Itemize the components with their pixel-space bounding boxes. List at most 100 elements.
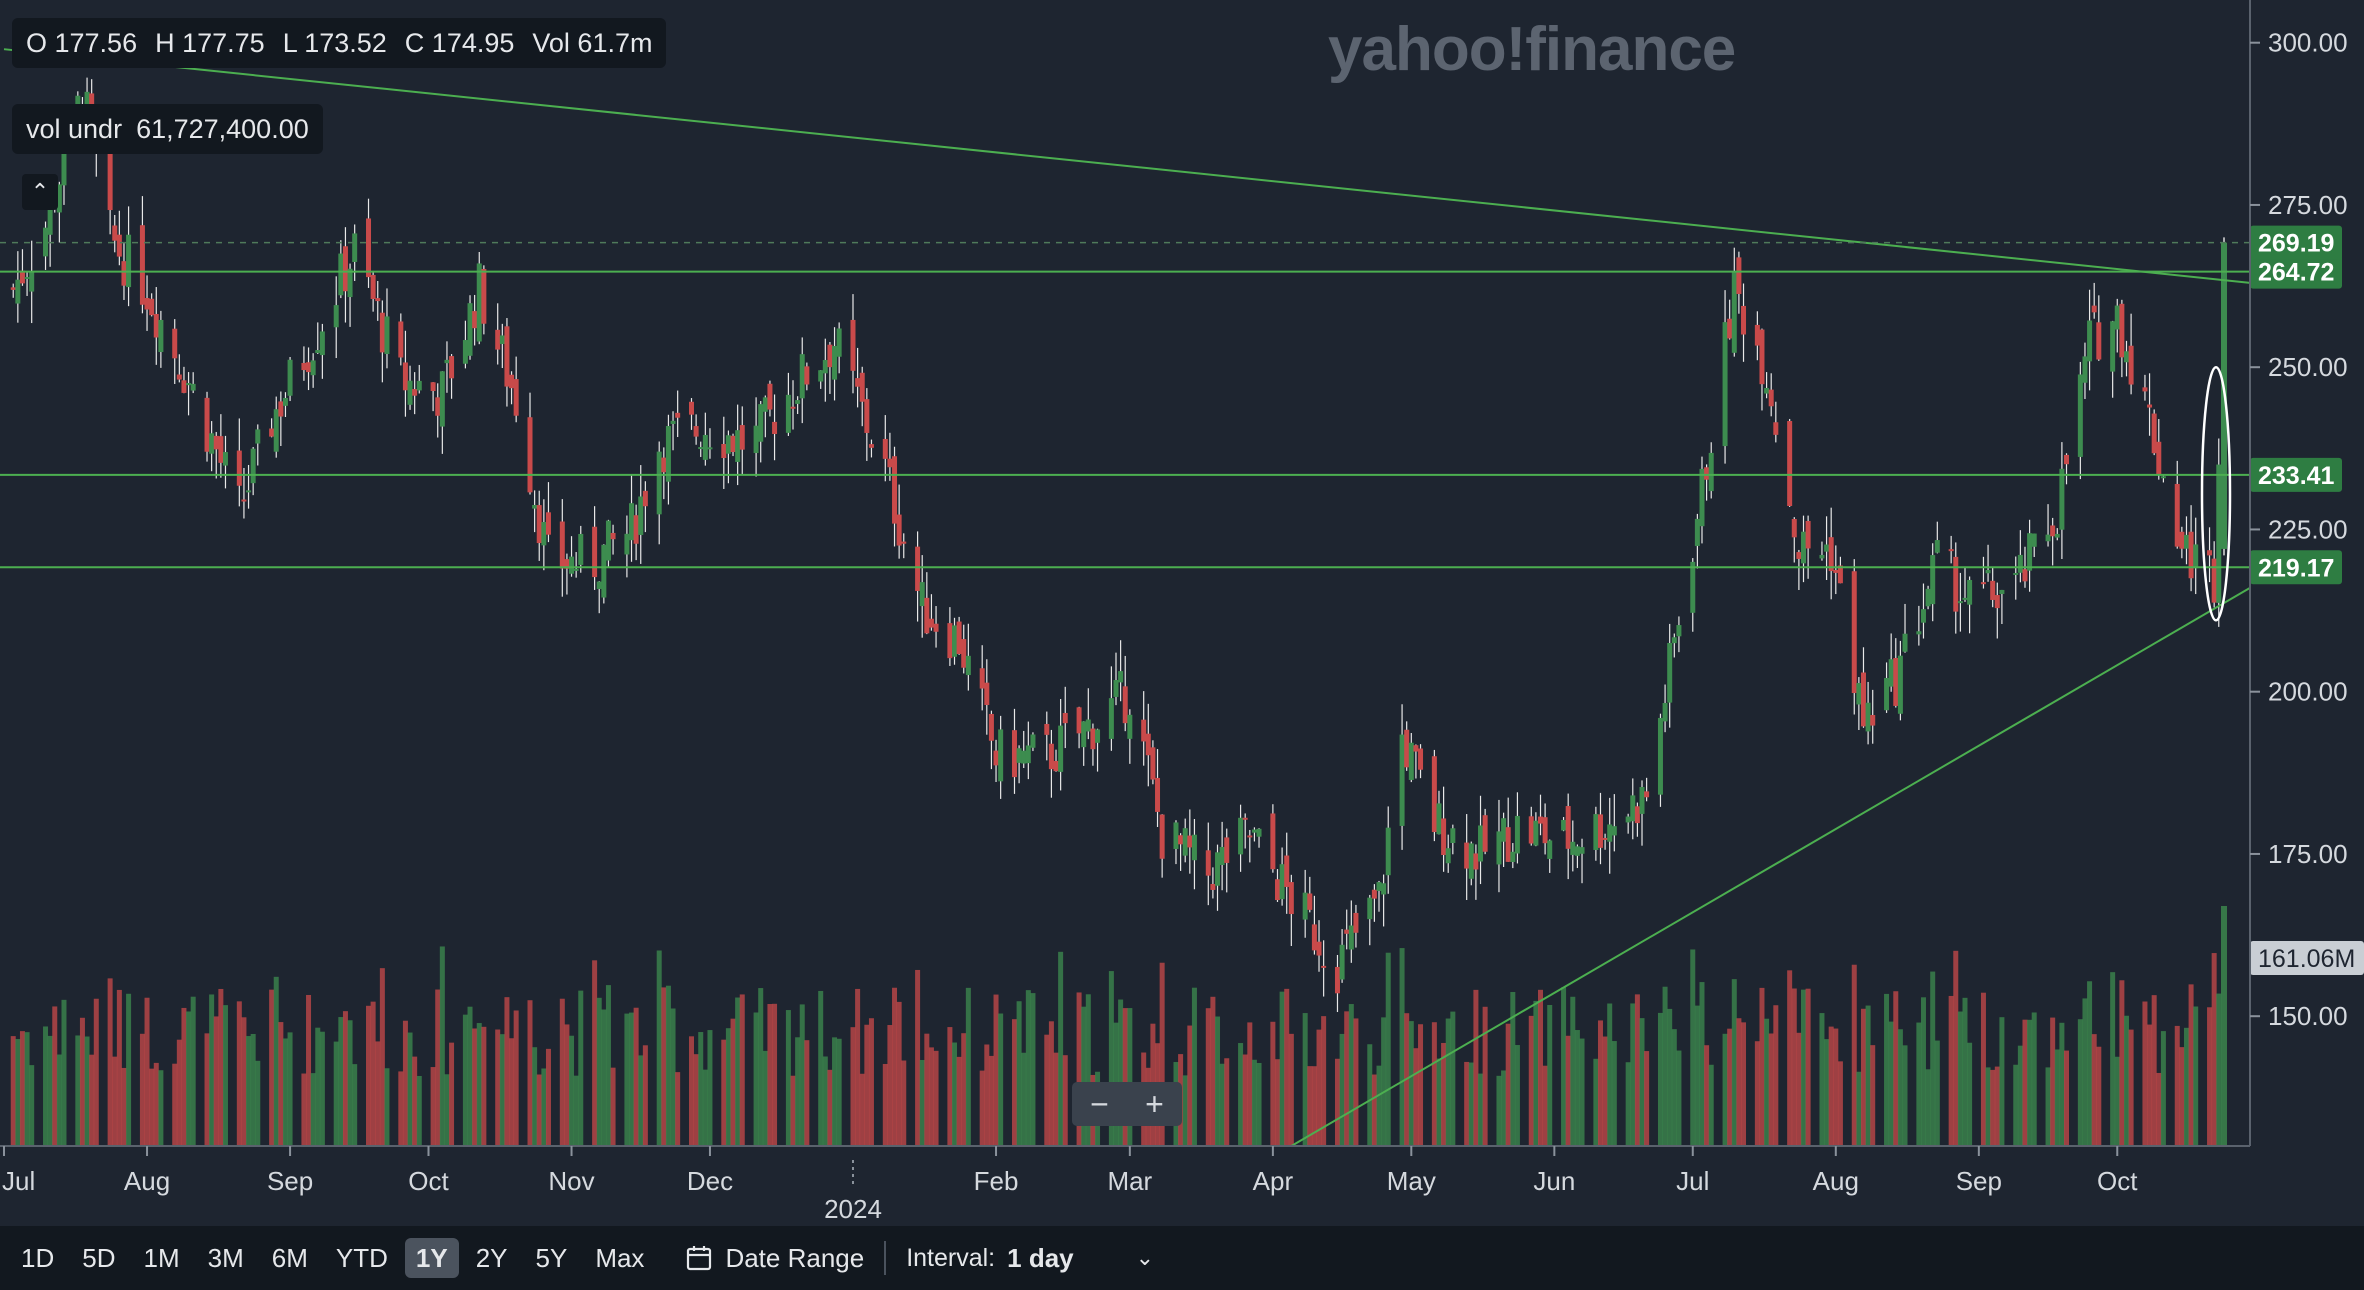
candle-body	[592, 526, 598, 578]
candle	[186, 372, 192, 416]
volume-bar	[1288, 1033, 1294, 1146]
candle	[1505, 797, 1511, 862]
candle	[1251, 827, 1257, 842]
range-button-6m[interactable]: 6M	[271, 1242, 308, 1273]
candle-body	[1145, 733, 1151, 756]
candle	[273, 396, 279, 458]
price-chart[interactable]: 264.72 233.41 219.17 269.19 161.06M 150.00 17…	[0, 0, 2364, 1226]
candle-body	[2193, 544, 2199, 569]
candle-body	[218, 436, 224, 463]
volume-bar	[2160, 1031, 2166, 1146]
candle-body	[149, 298, 155, 316]
volume-bar	[1597, 1020, 1603, 1146]
candle	[2147, 373, 2153, 436]
range-button-max[interactable]: Max	[595, 1242, 645, 1273]
volume-bar	[144, 997, 150, 1146]
candle-body	[762, 397, 768, 412]
volume-bar	[1994, 1066, 2000, 1146]
volume-bar	[633, 1007, 639, 1146]
volume-bar	[1062, 1055, 1068, 1146]
volume-bar	[979, 1070, 985, 1146]
candle-body	[665, 425, 671, 482]
candle	[1058, 698, 1064, 791]
range-button-2y[interactable]: 2Y	[475, 1242, 508, 1273]
candle	[1727, 299, 1733, 340]
volume-bar	[1754, 1041, 1760, 1146]
candle	[1371, 884, 1377, 922]
volume-bar	[1699, 982, 1705, 1146]
volume-bar	[384, 1068, 390, 1146]
volume-bar	[2179, 1047, 2185, 1146]
candle	[1953, 542, 1959, 634]
candle	[444, 341, 450, 393]
volume-bar	[1902, 1045, 1908, 1146]
candle-body	[532, 504, 538, 509]
candle	[1796, 549, 1802, 591]
candle-body	[2059, 468, 2065, 530]
x-tick-label: Jul	[2, 1166, 35, 1196]
volume-bar	[1247, 1022, 1253, 1146]
candle-body	[979, 668, 985, 689]
candle	[319, 323, 325, 379]
candle	[818, 370, 824, 389]
candle-body	[1321, 965, 1327, 968]
candle-body	[855, 378, 861, 387]
volume-indicator-readout[interactable]: vol undr 61,727,400.00	[12, 104, 323, 154]
volume-bar	[1980, 992, 1986, 1146]
candle-body	[527, 417, 533, 493]
volume-bar	[596, 997, 602, 1146]
candle	[559, 499, 565, 597]
range-button-5d[interactable]: 5D	[82, 1242, 116, 1273]
candle-body	[1671, 637, 1677, 644]
volume-bar	[1076, 992, 1082, 1146]
candle	[1173, 820, 1179, 865]
candle	[1741, 283, 1747, 362]
candle-body	[832, 345, 838, 380]
range-button-1y[interactable]: 1Y	[404, 1238, 459, 1278]
candle-body	[1657, 717, 1663, 795]
volume-bar	[670, 1008, 676, 1146]
candle	[785, 372, 791, 436]
collapse-chevron-icon[interactable]: ⌃	[22, 174, 58, 210]
volume-bar	[2151, 995, 2157, 1146]
volume-bar	[1801, 989, 1807, 1146]
candle-body	[1081, 721, 1087, 748]
candle-body	[499, 335, 505, 345]
volume-bars	[10, 906, 2227, 1146]
candle	[882, 415, 888, 482]
candle-body	[1247, 835, 1253, 838]
candle	[1468, 841, 1474, 886]
candle	[1920, 583, 1926, 639]
volume-bar	[1118, 999, 1124, 1146]
interval-dropdown[interactable]: Interval: 1 day ⌄	[906, 1243, 1154, 1274]
range-button-1m[interactable]: 1M	[143, 1242, 180, 1273]
candle	[2031, 533, 2037, 557]
volume-bar	[1634, 994, 1640, 1146]
volume-bar	[444, 1074, 450, 1146]
date-range-button[interactable]: Date Range	[685, 1238, 864, 1278]
candle	[527, 392, 533, 495]
candle	[1399, 704, 1405, 850]
candle	[1441, 786, 1447, 872]
candle	[1994, 582, 2000, 639]
candle-body	[2183, 534, 2189, 549]
candle	[315, 322, 321, 354]
candle	[1542, 803, 1548, 855]
range-button-1d[interactable]: 1D	[21, 1242, 55, 1273]
candle	[301, 346, 307, 381]
candle-body	[1284, 855, 1290, 887]
volume-bar	[689, 1036, 695, 1146]
candle-body	[1076, 707, 1082, 734]
range-button-ytd[interactable]: YTD	[335, 1242, 388, 1273]
zoom-out-button[interactable]: −	[1090, 1085, 1109, 1122]
candle-body	[2017, 554, 2023, 573]
candle-body	[924, 597, 930, 634]
range-button-3m[interactable]: 3M	[207, 1242, 244, 1273]
zoom-in-button[interactable]: +	[1145, 1085, 1164, 1122]
candle-body	[449, 356, 455, 379]
support-resistance-lines: 264.72 233.41 219.17 269.19 161.06M	[0, 48, 2364, 1147]
candle	[1182, 818, 1188, 863]
volume-bar	[407, 1032, 413, 1146]
range-button-5y[interactable]: 5Y	[535, 1242, 568, 1273]
candle-body	[772, 421, 778, 434]
